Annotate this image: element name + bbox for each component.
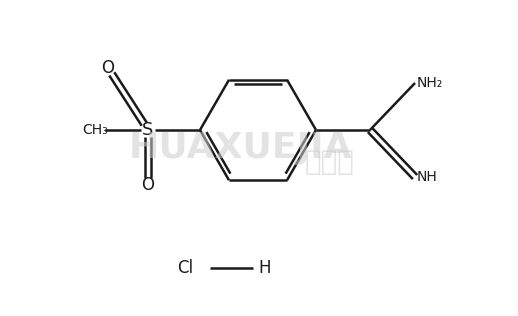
Text: H: H [259, 259, 271, 277]
Text: HUAXUEJIA: HUAXUEJIA [128, 131, 352, 165]
Text: O: O [102, 59, 114, 77]
Text: CH₃: CH₃ [82, 123, 108, 137]
Text: S: S [142, 121, 154, 139]
Text: 化学加: 化学加 [305, 148, 355, 176]
Text: O: O [141, 176, 154, 194]
Text: Cl: Cl [177, 259, 193, 277]
Text: NH: NH [417, 170, 438, 184]
Text: NH₂: NH₂ [417, 76, 443, 90]
